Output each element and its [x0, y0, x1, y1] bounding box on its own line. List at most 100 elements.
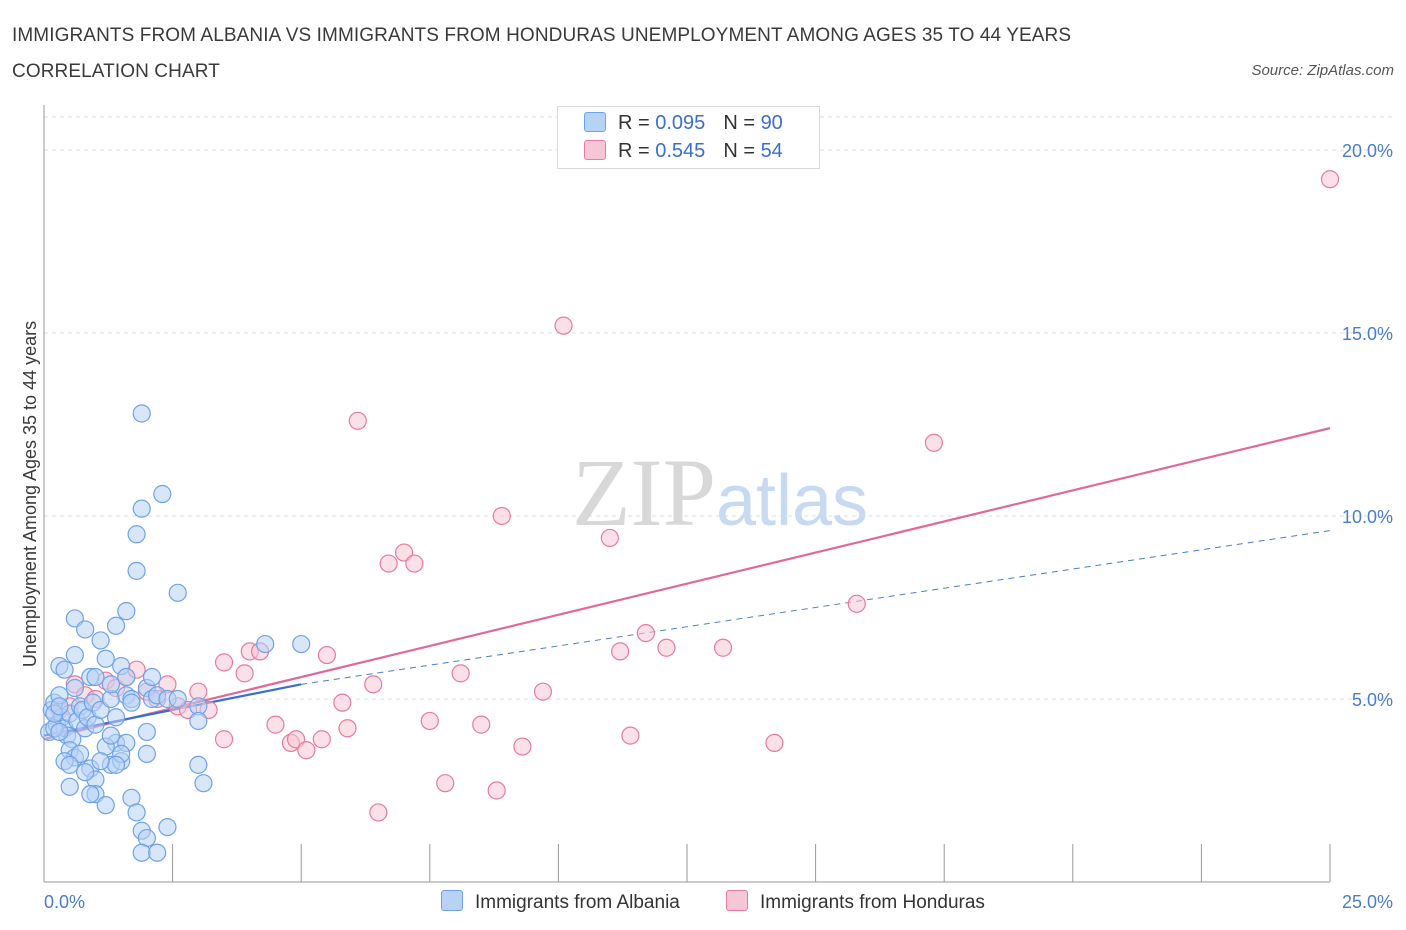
x-tick-min: 0.0%	[44, 892, 85, 912]
point-honduras	[451, 664, 470, 683]
point-honduras	[379, 554, 398, 573]
y-axis-label: Unemployment Among Ages 35 to 44 years	[20, 321, 40, 667]
point-albania	[122, 693, 141, 712]
legend-n-label: N =	[723, 140, 761, 162]
point-albania	[127, 561, 146, 580]
point-albania	[91, 631, 110, 650]
bottom-legend-label-albania: Immigrants from Albania	[475, 892, 680, 913]
point-honduras	[214, 653, 234, 672]
point-albania	[91, 752, 110, 771]
point-albania	[142, 667, 162, 687]
point-albania	[194, 774, 213, 793]
legend-r-value: 0.095	[655, 112, 706, 134]
point-honduras	[312, 730, 331, 749]
point-honduras	[214, 730, 234, 749]
bottom-legend-albania: Immigrants from Albania	[441, 890, 680, 914]
legend-row-honduras: R = 0.545 N = 54	[584, 140, 783, 166]
legend-swatch-albania	[584, 112, 606, 132]
point-albania	[60, 755, 79, 774]
y-tick-label: 20.0%	[1342, 141, 1393, 161]
legend-r-label: R =	[618, 112, 656, 134]
point-albania	[106, 708, 126, 727]
point-albania	[65, 678, 84, 698]
point-honduras	[554, 316, 573, 335]
point-honduras	[369, 803, 388, 822]
y-tick-label: 5.0%	[1352, 690, 1393, 710]
point-albania	[132, 404, 151, 423]
point-honduras	[297, 741, 316, 760]
point-honduras	[600, 528, 619, 548]
bottom-legend-label-honduras: Immigrants from Honduras	[760, 892, 985, 913]
bottom-legend-swatch-honduras	[726, 890, 748, 911]
point-honduras	[657, 638, 676, 657]
point-honduras	[1320, 170, 1340, 189]
point-albania	[50, 697, 69, 716]
point-albania	[256, 634, 275, 654]
point-albania	[127, 803, 146, 822]
trend-honduras	[43, 427, 1331, 741]
point-albania	[168, 583, 187, 602]
point-honduras	[765, 733, 784, 753]
point-honduras	[317, 645, 337, 665]
watermark-zip: ZIP	[572, 439, 716, 546]
legend-r-value: 0.545	[655, 140, 706, 162]
point-honduras	[513, 737, 532, 756]
point-albania	[189, 755, 208, 774]
point-honduras	[487, 781, 506, 800]
point-honduras	[472, 715, 491, 734]
legend-n-value: 90	[760, 112, 783, 134]
point-albania	[81, 785, 100, 804]
point-albania	[132, 843, 151, 862]
point-albania	[96, 649, 115, 668]
point-albania	[106, 616, 126, 635]
point-albania	[127, 525, 146, 544]
x-tick-max: 25.0%	[1342, 892, 1393, 912]
legend-swatch-honduras	[584, 140, 606, 160]
bottom-legend: Immigrants from Albania Immigrants from …	[0, 890, 1406, 916]
point-honduras	[405, 554, 424, 573]
point-honduras	[436, 774, 455, 793]
point-albania	[168, 689, 187, 709]
axes	[43, 105, 1331, 883]
y-tick-label: 15.0%	[1342, 324, 1393, 344]
y-tick-label: 10.0%	[1342, 507, 1393, 527]
point-honduras	[235, 664, 254, 683]
point-albania	[65, 645, 84, 665]
point-honduras	[533, 682, 553, 701]
bottom-legend-honduras: Immigrants from Honduras	[726, 890, 985, 914]
y-tick-labels: 5.0% 10.0% 15.0% 20.0%	[1342, 141, 1393, 710]
legend: R = 0.095 N = 90 R = 0.545 N = 54	[557, 106, 820, 169]
point-honduras	[847, 594, 866, 613]
point-albania	[189, 711, 208, 731]
point-honduras	[492, 506, 511, 526]
point-honduras	[266, 715, 285, 734]
point-albania	[117, 667, 136, 687]
legend-n-value: 54	[760, 140, 783, 162]
point-honduras	[621, 726, 640, 745]
point-albania	[106, 755, 126, 774]
chart-source: Source: ZipAtlas.com	[1251, 62, 1394, 79]
point-albania	[76, 620, 95, 639]
point-albania	[60, 777, 79, 796]
bottom-legend-swatch-albania	[441, 890, 463, 911]
point-albania	[137, 722, 156, 742]
point-albania	[86, 667, 105, 687]
point-honduras	[338, 719, 357, 738]
point-albania	[76, 763, 95, 782]
point-albania	[132, 499, 151, 518]
watermark: ZIPatlas	[572, 439, 868, 546]
point-albania	[158, 817, 177, 837]
point-albania	[101, 675, 120, 694]
point-honduras	[636, 624, 655, 643]
point-honduras	[348, 411, 367, 430]
point-albania	[153, 484, 172, 504]
legend-r-label: R =	[618, 140, 656, 162]
scatter-points	[40, 170, 1340, 862]
point-albania	[137, 744, 156, 763]
legend-n-label: N =	[723, 112, 761, 134]
point-albania	[101, 726, 120, 745]
point-honduras	[364, 675, 383, 694]
point-albania	[148, 843, 167, 862]
point-honduras	[333, 693, 352, 712]
